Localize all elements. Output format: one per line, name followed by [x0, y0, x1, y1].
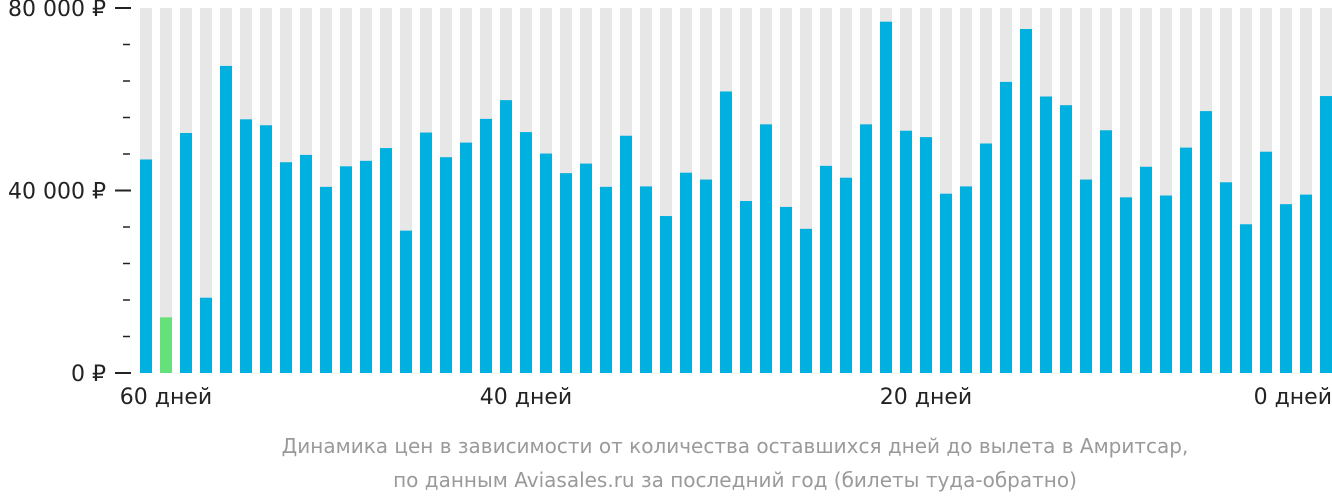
price-bar[interactable]	[980, 143, 992, 373]
price-bar[interactable]	[880, 21, 892, 373]
price-bar[interactable]	[920, 137, 932, 373]
price-bar[interactable]	[1320, 96, 1332, 374]
caption-line-2: по данным Aviasales.ru за последний год …	[393, 468, 1077, 492]
price-bar[interactable]	[200, 297, 212, 373]
price-bar[interactable]	[680, 172, 692, 373]
y-tick-label: 80 000 ₽	[8, 0, 106, 22]
caption-line-1: Динамика цен в зависимости от количества…	[281, 434, 1189, 458]
price-bar[interactable]	[500, 100, 512, 373]
bar-track	[160, 8, 172, 373]
price-bar[interactable]	[180, 133, 192, 373]
price-bar[interactable]	[1060, 105, 1072, 374]
price-bar[interactable]	[540, 153, 552, 373]
x-axis: 60 дней 40 дней 20 дней 0 дней	[120, 385, 1332, 410]
price-bar[interactable]	[660, 216, 672, 373]
price-bar[interactable]	[700, 179, 712, 373]
price-bar[interactable]	[960, 186, 972, 373]
price-bar[interactable]	[600, 186, 612, 373]
price-bar[interactable]	[620, 135, 632, 373]
price-bar[interactable]	[800, 228, 812, 373]
price-bar[interactable]	[360, 160, 372, 373]
price-bar[interactable]	[220, 65, 232, 373]
price-bar[interactable]	[1240, 224, 1252, 373]
price-bar[interactable]	[280, 162, 292, 373]
price-bar[interactable]	[400, 230, 412, 373]
price-bar[interactable]	[580, 163, 592, 373]
bar-tracks	[140, 8, 1332, 373]
price-bar[interactable]	[260, 125, 272, 373]
y-tick-label: 40 000 ₽	[8, 180, 106, 205]
price-bar[interactable]	[760, 124, 772, 373]
price-bar-lowest[interactable]	[160, 317, 172, 373]
x-tick-label: 0 дней	[1254, 385, 1332, 410]
price-bar[interactable]	[380, 148, 392, 373]
price-bar[interactable]	[740, 200, 752, 373]
x-tick-label: 60 дней	[120, 385, 212, 410]
price-bar[interactable]	[780, 206, 792, 373]
bar-track	[200, 8, 212, 373]
price-bar[interactable]	[1160, 195, 1172, 373]
x-tick-label: 20 дней	[880, 385, 972, 410]
price-bar[interactable]	[860, 124, 872, 373]
price-bar[interactable]	[300, 154, 312, 373]
price-bar[interactable]	[1140, 166, 1152, 373]
price-bar[interactable]	[1200, 111, 1212, 374]
price-bar[interactable]	[320, 186, 332, 373]
price-dynamics-chart: 0 ₽ 40 000 ₽ 80 000 ₽ 60 дней 40 дней 20 дне…	[8, 0, 1332, 410]
price-bar[interactable]	[420, 132, 432, 373]
price-bar[interactable]	[1080, 179, 1092, 373]
price-bar[interactable]	[1040, 96, 1052, 373]
price-bar[interactable]	[1280, 204, 1292, 373]
price-bar[interactable]	[1120, 197, 1132, 373]
price-bar[interactable]	[1180, 147, 1192, 373]
price-bar[interactable]	[640, 186, 652, 373]
price-bar[interactable]	[440, 157, 452, 373]
price-bar[interactable]	[480, 118, 492, 374]
price-bar[interactable]	[1260, 151, 1272, 373]
price-bar[interactable]	[720, 91, 732, 374]
price-bar[interactable]	[140, 159, 152, 373]
price-bar[interactable]	[340, 166, 352, 373]
price-bar[interactable]	[900, 130, 912, 373]
price-bars	[140, 21, 1332, 374]
price-bar[interactable]	[1020, 28, 1032, 374]
price-bar[interactable]	[520, 132, 532, 373]
price-bar[interactable]	[1220, 182, 1232, 373]
price-bar[interactable]	[1000, 81, 1012, 373]
price-bar[interactable]	[840, 177, 852, 373]
price-bar[interactable]	[460, 142, 472, 373]
y-axis: 0 ₽ 40 000 ₽ 80 000 ₽	[8, 0, 131, 387]
chart-caption: Динамика цен в зависимости от количества…	[0, 432, 1332, 494]
price-bar[interactable]	[240, 119, 252, 373]
price-bar[interactable]	[940, 193, 952, 373]
price-bar[interactable]	[1100, 130, 1112, 373]
y-tick-label: 0 ₽	[71, 362, 106, 387]
price-bar[interactable]	[1300, 194, 1312, 373]
price-bar[interactable]	[820, 165, 832, 373]
price-bar[interactable]	[560, 173, 572, 373]
x-tick-label: 40 дней	[480, 385, 572, 410]
